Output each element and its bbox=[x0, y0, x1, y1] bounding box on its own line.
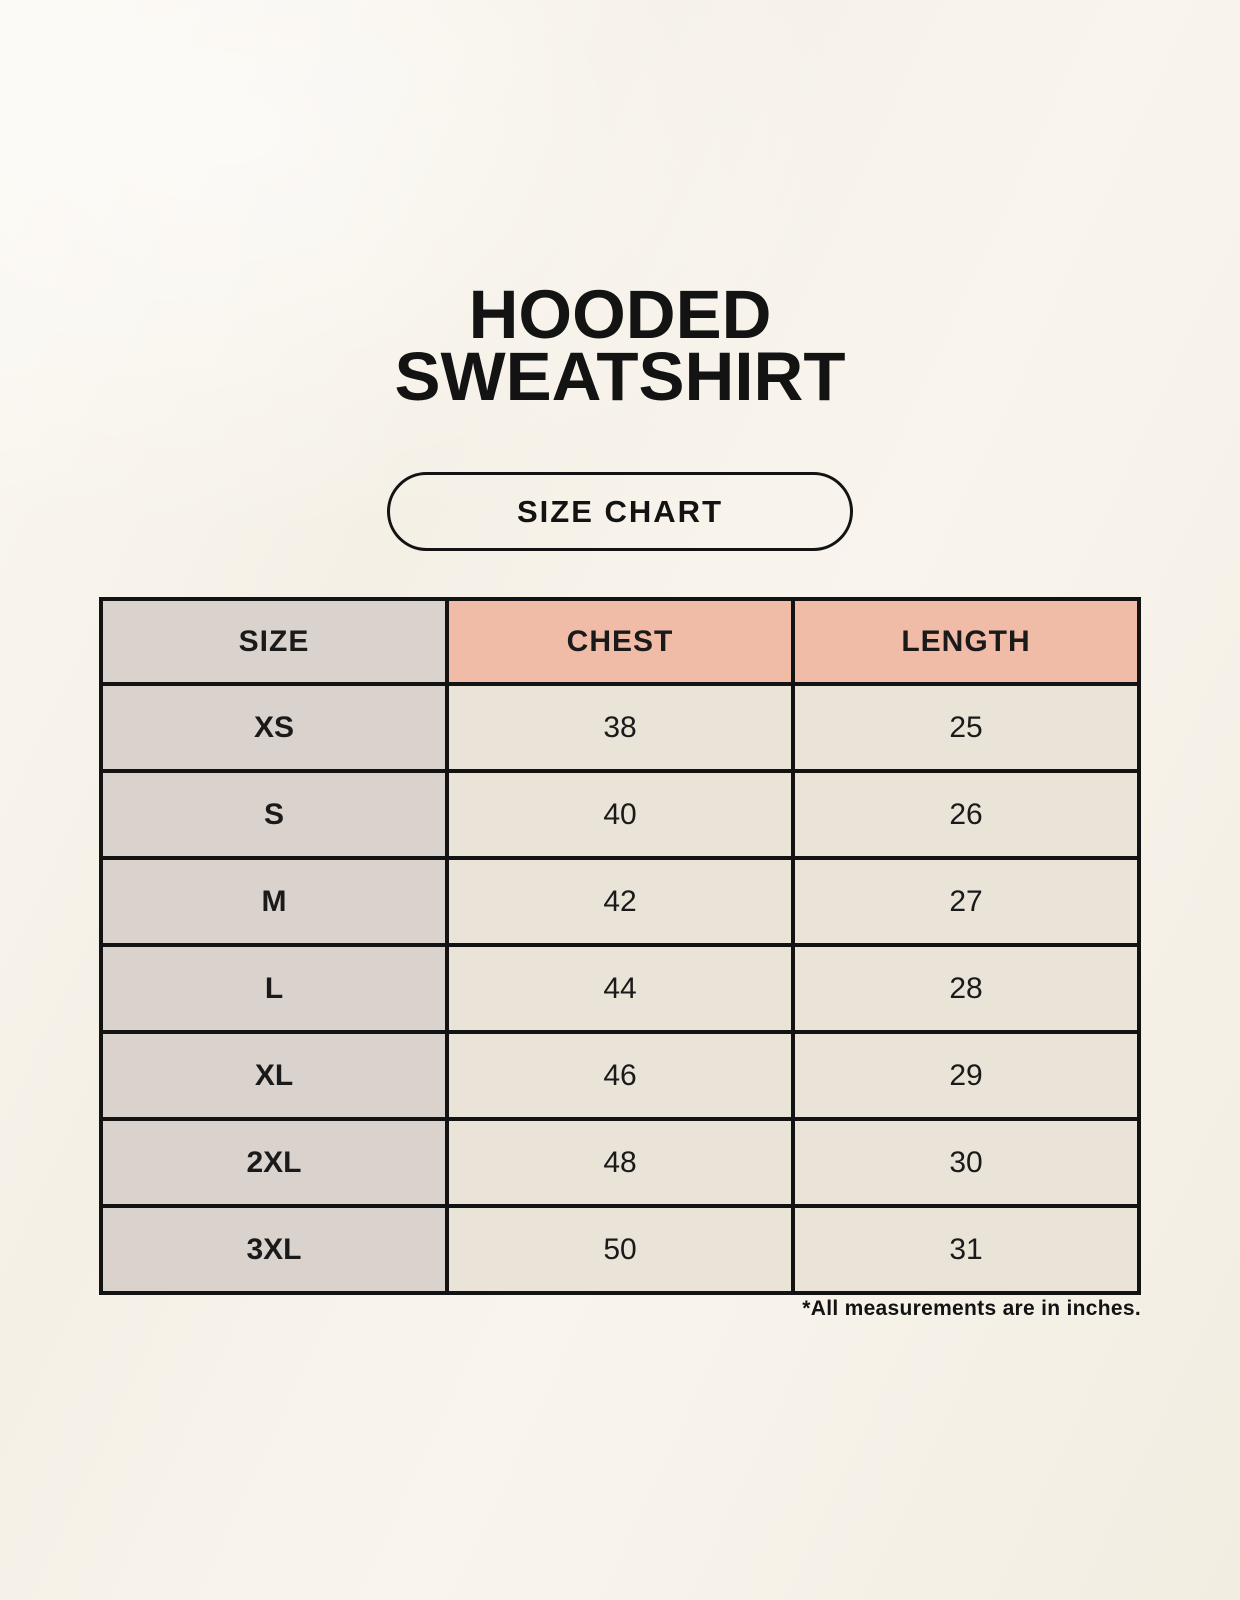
chest-cell: 48 bbox=[445, 1117, 795, 1208]
size-cell: XS bbox=[99, 682, 449, 773]
table-row-xl: XL 46 29 bbox=[99, 1030, 1141, 1121]
size-cell: L bbox=[99, 943, 449, 1034]
product-title: HOODED SWEATSHIRT bbox=[0, 280, 1240, 411]
length-cell: 29 bbox=[791, 1030, 1141, 1121]
length-cell: 25 bbox=[791, 682, 1141, 773]
header-row: SIZE CHEST LENGTH bbox=[99, 597, 1141, 686]
size-cell: 2XL bbox=[99, 1117, 449, 1208]
header-cell-length: LENGTH bbox=[791, 597, 1141, 686]
length-cell: 31 bbox=[791, 1204, 1141, 1295]
length-cell: 30 bbox=[791, 1117, 1141, 1208]
length-cell: 28 bbox=[791, 943, 1141, 1034]
chest-cell: 50 bbox=[445, 1204, 795, 1295]
table-row-s: S 40 26 bbox=[99, 769, 1141, 860]
size-cell: S bbox=[99, 769, 449, 860]
measurements-note: *All measurements are in inches. bbox=[802, 1297, 1141, 1320]
length-cell: 26 bbox=[791, 769, 1141, 860]
size-table: SIZE CHEST LENGTH XS 38 25 S 40 26 M 42 … bbox=[99, 597, 1141, 1295]
table-row-2xl: 2XL 48 30 bbox=[99, 1117, 1141, 1208]
table-row-xs: XS 38 25 bbox=[99, 682, 1141, 773]
size-chart-badge-label: SIZE CHART bbox=[517, 493, 723, 529]
size-cell: M bbox=[99, 856, 449, 947]
chest-cell: 46 bbox=[445, 1030, 795, 1121]
size-chart-badge[interactable]: SIZE CHART bbox=[387, 472, 853, 551]
header-cell-size: SIZE bbox=[99, 597, 449, 686]
product-title-line-2: SWEATSHIRT bbox=[394, 338, 846, 415]
table-row-m: M 42 27 bbox=[99, 856, 1141, 947]
chest-cell: 40 bbox=[445, 769, 795, 860]
table-row-l: L 44 28 bbox=[99, 943, 1141, 1034]
length-cell: 27 bbox=[791, 856, 1141, 947]
chest-cell: 38 bbox=[445, 682, 795, 773]
product-title-line-1: HOODED bbox=[468, 276, 772, 353]
chest-cell: 44 bbox=[445, 943, 795, 1034]
size-cell: 3XL bbox=[99, 1204, 449, 1295]
header-cell-chest: CHEST bbox=[445, 597, 795, 686]
chest-cell: 42 bbox=[445, 856, 795, 947]
size-cell: XL bbox=[99, 1030, 449, 1121]
table-row-3xl: 3XL 50 31 bbox=[99, 1204, 1141, 1295]
